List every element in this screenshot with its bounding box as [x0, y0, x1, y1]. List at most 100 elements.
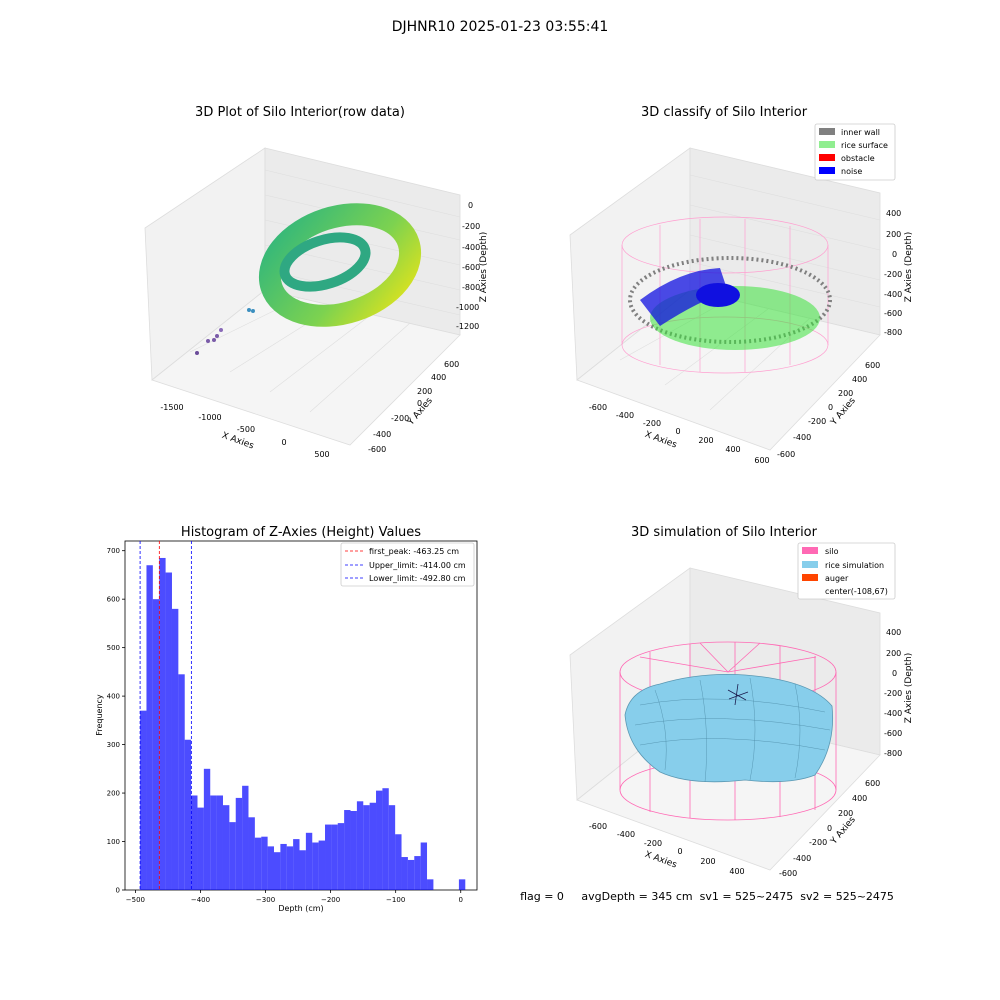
sim-ztick: 0: [892, 669, 897, 678]
sim-xtick: -200: [644, 839, 662, 848]
raw-ytick: 200: [417, 387, 432, 396]
legend-swatch-silo: [802, 547, 818, 554]
hist-bars: [140, 557, 466, 890]
classify-xtick: 600: [754, 456, 769, 465]
sim-xtick: -600: [589, 822, 607, 831]
histogram-bar: [191, 795, 198, 890]
sim-ytick: 400: [852, 794, 867, 803]
sim-ztick: 200: [886, 649, 901, 658]
hist-title: Histogram of Z-Axies (Height) Values: [181, 525, 421, 540]
histogram-bar: [152, 599, 160, 890]
sim-auger-marker: [727, 683, 749, 706]
sim-ztick: 400: [886, 628, 901, 637]
histogram-bar: [356, 801, 364, 890]
histogram-bar: [344, 810, 351, 890]
legend-swatch-rice-simulation: [802, 561, 818, 568]
histogram-bar: [171, 608, 179, 890]
histogram-bar: [229, 822, 236, 890]
histogram-bar: [216, 795, 223, 890]
raw-zlabel: Z Axies (Depth): [479, 232, 489, 303]
histogram-bar: [312, 842, 319, 890]
raw-ztick: -400: [462, 243, 480, 252]
legend-swatch-auger: [802, 574, 818, 581]
legend-label: rice simulation: [825, 561, 884, 570]
histogram-bar: [458, 879, 466, 890]
classify-ytick: 200: [838, 389, 853, 398]
classify-noise-cluster: [696, 283, 740, 307]
x-tick-label: −100: [386, 896, 405, 904]
panel-simulation-title: 3D simulation of Silo Interior: [631, 525, 818, 540]
raw-pane-floor: [151, 289, 461, 446]
classify-xtick: 0: [675, 427, 680, 436]
classify-xtick: -400: [616, 411, 634, 420]
raw-ztick: -600: [462, 263, 480, 272]
x-tick-label: −200: [321, 896, 340, 904]
hist-ylabel: Frequency: [95, 694, 104, 736]
histogram-bar: [388, 805, 396, 890]
classify-ytick: 0: [828, 403, 833, 412]
y-tick-label: 0: [116, 887, 120, 895]
sim-ylabel: Y Axies: [829, 815, 858, 847]
sim-xtick: 400: [729, 867, 744, 876]
histogram-bar: [325, 824, 332, 890]
raw-ytick: 400: [431, 373, 446, 382]
histogram-bar: [420, 842, 428, 890]
histogram-bar: [369, 802, 377, 890]
histogram-bar: [273, 852, 281, 890]
x-tick-label: −500: [126, 896, 145, 904]
raw-ytick: 0: [417, 399, 422, 408]
classify-ytick: 400: [852, 375, 867, 384]
classify-ztick: -200: [884, 270, 902, 279]
histogram-bar: [286, 846, 294, 890]
figure-suptitle: DJHNR10 2025-01-23 03:55:41: [392, 19, 609, 35]
sim-ytick: -200: [809, 838, 827, 847]
raw-ztick: -1200: [456, 322, 479, 331]
legend-label: first_peak: -463.25 cm: [369, 547, 459, 556]
histogram-bar: [293, 839, 300, 890]
histogram-bar: [203, 768, 211, 890]
sim-ztick: -200: [884, 689, 902, 698]
classify-ztick: 200: [886, 230, 901, 239]
classify-xtick: 200: [698, 436, 713, 445]
raw-cloud-outer: [258, 203, 422, 327]
histogram-bar: [350, 810, 357, 890]
histogram-bar: [210, 795, 217, 890]
sim-rice-surface: [624, 674, 833, 783]
y-tick-label: 200: [107, 790, 120, 798]
histogram-bar: [407, 859, 415, 890]
classify-ytick: -600: [777, 450, 795, 459]
classify-ytick: 600: [865, 361, 880, 370]
classify-noise-points: [640, 268, 728, 326]
x-tick-label: −300: [256, 896, 275, 904]
histogram-bar: [305, 832, 313, 890]
hist-legend: first_peak: -463.25 cm Upper_limit: -414…: [340, 542, 475, 587]
raw-outlier-points: [195, 308, 255, 355]
histogram-bar: [254, 837, 262, 890]
classify-ztick: 0: [892, 250, 897, 259]
classify-ztick: 400: [886, 209, 901, 218]
sim-xlabel: X Axies: [643, 850, 678, 871]
sim-legend: silo rice simulation auger center(-108,6…: [797, 542, 896, 600]
legend-label: obstacle: [841, 154, 875, 163]
histogram-bar: [242, 785, 249, 890]
panel-histogram: Histogram of Z-Axies (Height) Values −50…: [95, 525, 478, 913]
legend-label: rice surface: [841, 141, 888, 150]
legend-label: auger: [825, 574, 849, 583]
panel-raw-title: 3D Plot of Silo Interior(row data): [195, 105, 405, 120]
sim-xtick: 0: [677, 847, 682, 856]
y-tick-label: 600: [107, 596, 120, 604]
y-tick-label: 300: [107, 741, 120, 749]
histogram-bar: [165, 572, 172, 890]
raw-xtick: 0: [281, 438, 286, 447]
classify-ztick: -600: [884, 309, 902, 318]
histogram-bar: [331, 824, 338, 890]
legend-label: noise: [841, 167, 862, 176]
legend-label: silo: [825, 547, 839, 556]
classify-legend: inner wall rice surface obstacle noise: [814, 123, 896, 181]
hist-xlabel: Depth (cm): [278, 904, 323, 913]
histogram-bar: [414, 856, 421, 890]
raw-ytick: -200: [391, 414, 409, 423]
sim-xtick: -400: [617, 830, 635, 839]
y-tick-label: 100: [107, 838, 120, 846]
